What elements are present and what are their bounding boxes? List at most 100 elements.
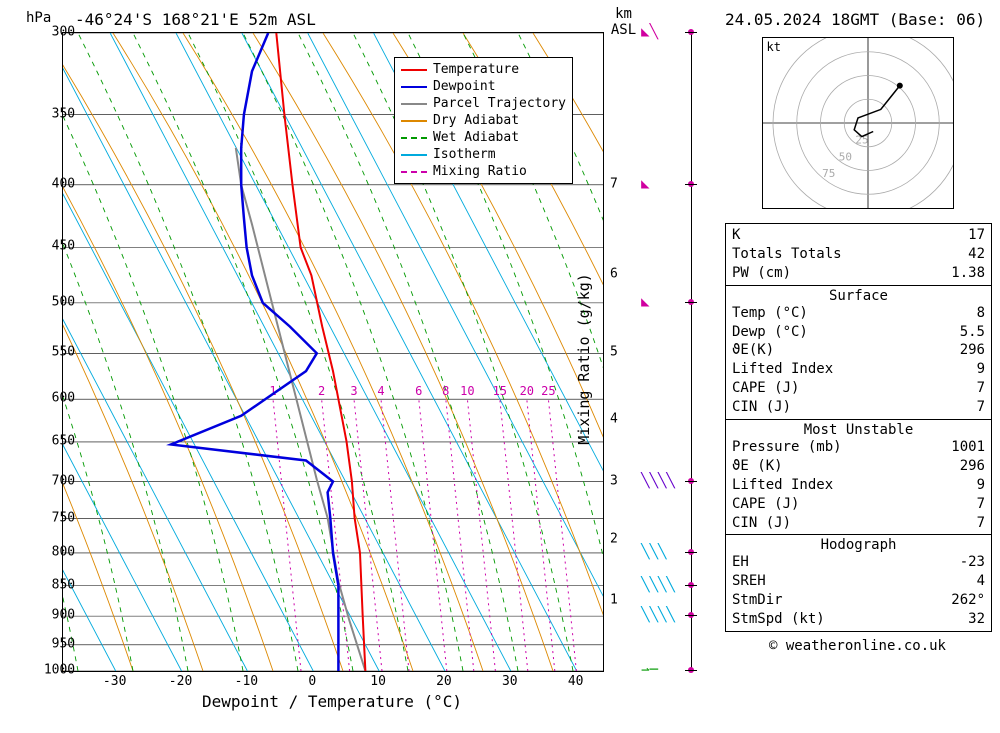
index-value: 262° [951,591,985,610]
index-key: EH [732,553,749,572]
legend-swatch [401,154,427,156]
wind-barb: ╲╲╲╲ [641,577,675,593]
index-key: Temp (°C) [732,304,808,323]
index-key: Lifted Index [732,360,833,379]
surface-section-title: Surface [732,288,985,304]
svg-text:25: 25 [855,134,868,147]
index-value: 296 [960,457,985,476]
wind-barb: ╲╲╲╲ [641,473,675,489]
legend-item: Mixing Ratio [401,163,566,180]
index-row: PW (cm) 1.38 [732,264,985,283]
index-row: EH -23 [732,553,985,572]
hodograph: kt 255075 [762,37,954,209]
index-key: Lifted Index [732,476,833,495]
svg-text:10: 10 [460,384,474,398]
legend-item: Temperature [401,61,566,78]
legend-item: Dewpoint [401,78,566,95]
wind-axis-line [691,32,692,670]
index-row: StmSpd (kt)32 [732,610,985,629]
hpa-axis-label: hPa [26,10,51,26]
wind-column: ⇀─╲╲╲╲╲╲╲╲╲╲╲╲╲╲╲◣◣◣╲ [631,32,710,670]
hpa-tick: 850 [52,577,75,592]
index-key: StmSpd (kt) [732,610,825,629]
mixing-ratio-axis-label: Mixing Ratio (g/kg) [574,273,592,445]
legend-label: Isotherm [433,147,496,162]
hpa-tick: 700 [52,473,75,488]
index-value: 9 [977,476,985,495]
wind-barb: ◣ [641,176,649,192]
km-tick: 4 [610,412,618,427]
index-row: Temp (°C)8 [732,304,985,323]
hpa-tick: 1000 [44,663,75,678]
copyright: © weatheronline.co.uk [725,638,990,654]
x-axis-label: Dewpoint / Temperature (°C) [62,692,602,711]
hpa-tick: 600 [52,391,75,406]
index-key: CAPE (J) [732,379,799,398]
legend-swatch [401,69,427,71]
index-value: 42 [968,245,985,264]
index-value: 7 [977,379,985,398]
legend-label: Parcel Trajectory [433,96,566,111]
legend-item: Isotherm [401,146,566,163]
indices-table: K17Totals Totals42PW (cm)1.38 Surface Te… [725,223,992,632]
legend-item: Parcel Trajectory [401,95,566,112]
index-key: Totals Totals [732,245,842,264]
legend-swatch [401,120,427,122]
index-key: ϑE (K) [732,457,783,476]
km-tick: 5 [610,345,618,360]
hpa-tick: 450 [52,239,75,254]
hpa-tick: 350 [52,106,75,121]
index-key: CIN (J) [732,398,791,417]
index-value: 7 [977,495,985,514]
index-value: 7 [977,398,985,417]
temp-tick: -30 [103,674,126,689]
legend-item: Dry Adiabat [401,112,566,129]
hpa-tick: 400 [52,176,75,191]
hpa-tick: 800 [52,544,75,559]
index-row: Lifted Index9 [732,360,985,379]
km-tick: 6 [610,267,618,282]
temp-tick: -10 [235,674,258,689]
index-row: CIN (J) 7 [732,514,985,533]
wind-barb: ◣ [641,294,649,310]
legend-swatch [401,103,427,105]
svg-text:25: 25 [541,384,555,398]
wind-barb: ╲╲╲ [641,544,666,560]
svg-text:6: 6 [415,384,422,398]
index-row: Pressure (mb)1001 [732,438,985,457]
index-row: ϑE (K) 296 [732,457,985,476]
index-value: 7 [977,514,985,533]
km-tick: 3 [610,473,618,488]
index-value: 1.38 [951,264,985,283]
svg-text:75: 75 [822,167,835,180]
wind-barb: ◣╲ [641,24,658,40]
svg-text:8: 8 [442,384,449,398]
index-key: StmDir [732,591,783,610]
index-key: ϑE(K) [732,341,774,360]
index-row: CIN (J) 7 [732,398,985,417]
legend-label: Temperature [433,62,519,77]
index-row: StmDir 262° [732,591,985,610]
hpa-tick: 950 [52,636,75,651]
legend-label: Mixing Ratio [433,164,527,179]
svg-text:15: 15 [493,384,507,398]
legend-swatch [401,86,427,88]
hpa-tick: 550 [52,345,75,360]
hpa-tick: 650 [52,433,75,448]
km-tick: 2 [610,532,618,547]
index-key: SREH [732,572,766,591]
index-value: 296 [960,341,985,360]
index-key: K [732,226,740,245]
svg-text:20: 20 [520,384,534,398]
index-key: PW (cm) [732,264,791,283]
index-row: CAPE (J) 7 [732,495,985,514]
index-value: -23 [960,553,985,572]
temp-tick: 10 [370,674,386,689]
legend-label: Dewpoint [433,79,496,94]
legend-item: Wet Adiabat [401,129,566,146]
index-key: CAPE (J) [732,495,799,514]
index-row: CAPE (J) 7 [732,379,985,398]
index-key: CIN (J) [732,514,791,533]
km-tick: 7 [610,176,618,191]
legend-swatch [401,137,427,139]
